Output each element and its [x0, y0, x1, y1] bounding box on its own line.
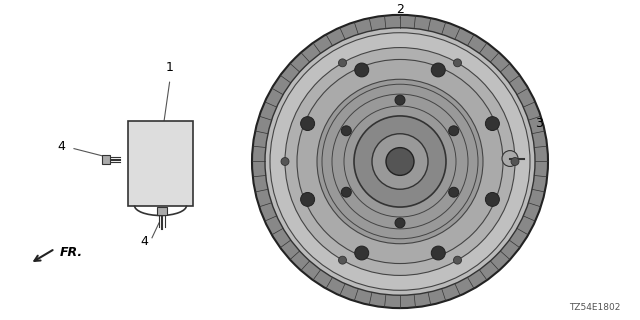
Circle shape: [270, 33, 530, 290]
Circle shape: [317, 79, 483, 244]
Circle shape: [485, 192, 499, 206]
Circle shape: [341, 126, 351, 136]
Circle shape: [485, 117, 499, 131]
Circle shape: [354, 116, 446, 207]
Circle shape: [339, 256, 346, 264]
Circle shape: [281, 157, 289, 165]
Text: 4: 4: [57, 140, 65, 153]
Text: TZ54E1802: TZ54E1802: [568, 303, 620, 312]
Circle shape: [431, 63, 445, 77]
Circle shape: [511, 157, 519, 165]
Circle shape: [395, 218, 405, 228]
Circle shape: [449, 126, 459, 136]
Bar: [157, 207, 167, 215]
Circle shape: [454, 59, 461, 67]
FancyBboxPatch shape: [128, 121, 193, 205]
Text: 3: 3: [535, 117, 543, 130]
Circle shape: [285, 48, 515, 276]
Circle shape: [431, 246, 445, 260]
Text: 2: 2: [396, 3, 404, 16]
Circle shape: [339, 59, 346, 67]
Circle shape: [386, 148, 414, 175]
Circle shape: [395, 95, 405, 105]
Circle shape: [454, 256, 461, 264]
Circle shape: [252, 15, 548, 308]
Circle shape: [372, 134, 428, 189]
Text: 4: 4: [140, 235, 148, 248]
Circle shape: [355, 63, 369, 77]
Bar: [102, 155, 110, 164]
Circle shape: [301, 117, 315, 131]
Circle shape: [301, 192, 315, 206]
Text: FR.: FR.: [60, 246, 83, 259]
Circle shape: [297, 60, 503, 264]
Text: 1: 1: [166, 61, 174, 74]
Circle shape: [341, 187, 351, 197]
Circle shape: [355, 246, 369, 260]
Circle shape: [502, 151, 518, 166]
Circle shape: [449, 187, 459, 197]
Circle shape: [265, 28, 535, 295]
